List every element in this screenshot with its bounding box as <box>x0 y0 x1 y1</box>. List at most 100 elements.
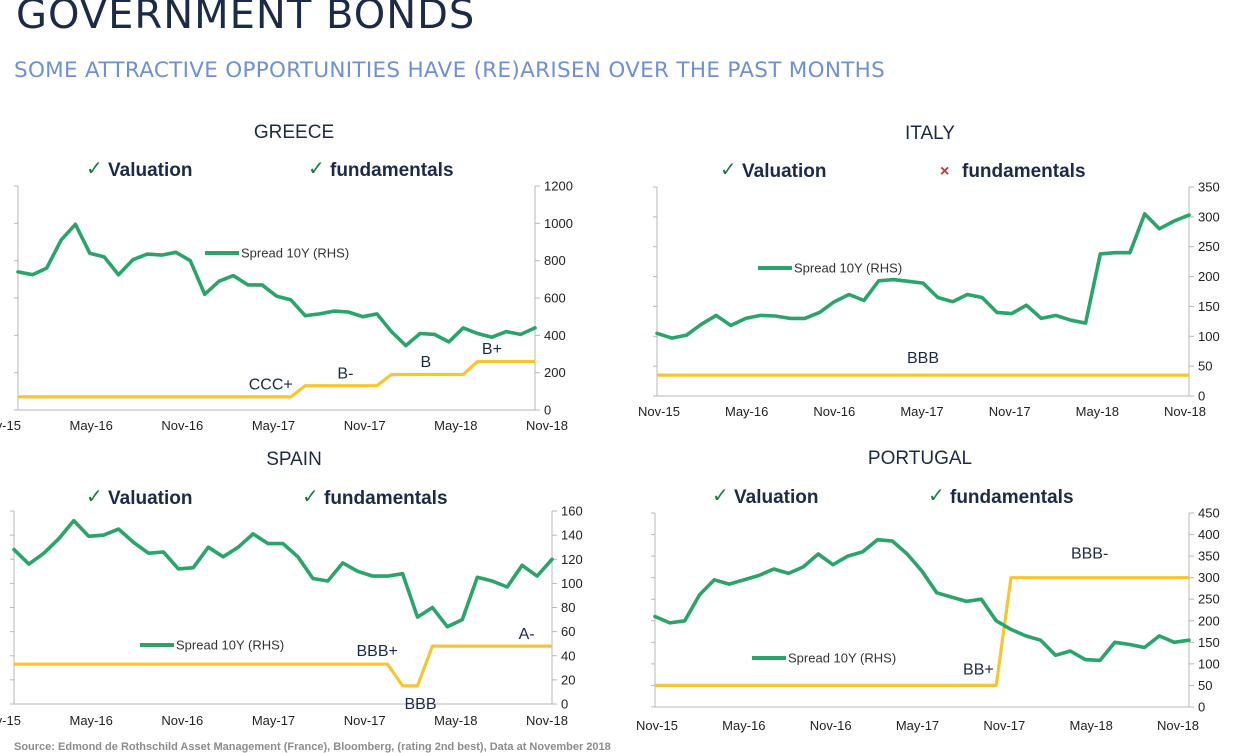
x-tick-label: May-18 <box>434 713 477 728</box>
y-tick-label: 200 <box>1198 269 1220 284</box>
rating-label: B <box>421 354 432 371</box>
y-tick-label: 20 <box>561 672 575 687</box>
fundamentals-label: fundamentals <box>324 488 448 509</box>
page-title: GOVERNMENT BONDS <box>16 0 476 38</box>
rating-label: BBB <box>907 350 939 367</box>
chart-title: SPAIN <box>266 449 322 470</box>
y-tick-label: 120 <box>561 552 583 567</box>
x-tick-label: Nov-18 <box>526 418 568 433</box>
y-tick-label: 0 <box>1198 700 1205 715</box>
x-tick-label: Nov-17 <box>344 418 386 433</box>
rating-label: BBB <box>404 696 436 713</box>
spread-line <box>653 537 1191 663</box>
y-tick-label: 300 <box>1198 209 1220 224</box>
valuation-label: Valuation <box>742 161 826 182</box>
x-tick-label: Nov-16 <box>813 404 855 419</box>
check-icon: ✓ <box>302 486 319 508</box>
rating-line <box>655 576 1189 688</box>
y-tick-label: 350 <box>1198 549 1220 564</box>
rating-label: BB+ <box>963 662 994 679</box>
y-tick-label: 60 <box>561 624 575 639</box>
check-icon: ✓ <box>308 158 325 180</box>
source-note: Source: Edmond de Rothschild Asset Manag… <box>14 741 611 753</box>
rating-line <box>14 644 552 688</box>
x-tick-label: Nov-18 <box>1164 404 1206 419</box>
y-tick-label: 1200 <box>544 179 573 194</box>
y-tick-label: 400 <box>544 328 566 343</box>
plot-frame <box>656 187 1190 397</box>
x-tick-label: Nov-17 <box>989 404 1031 419</box>
y-tick-label: 50 <box>1198 678 1212 693</box>
x-tick-label: Nov-17 <box>344 713 386 728</box>
y-tick-label: 80 <box>561 600 575 615</box>
chart-title: GREECE <box>254 122 334 143</box>
x-tick-label: Nov-18 <box>526 713 568 728</box>
y-tick-label: 200 <box>544 365 566 380</box>
x-tick-label: May-16 <box>69 418 112 433</box>
rating-label: CCC+ <box>249 376 293 393</box>
y-tick-label: 0 <box>544 403 551 418</box>
x-tick-label: Nov-15 <box>638 404 680 419</box>
fundamentals-label: fundamentals <box>330 160 454 181</box>
x-tick-label: Nov-16 <box>161 713 203 728</box>
x-tick-label: May-17 <box>896 718 939 733</box>
y-tick-label: 450 <box>1198 506 1220 521</box>
check-icon: ✓ <box>928 485 945 507</box>
rating-label: B- <box>337 365 353 382</box>
y-tick-label: 150 <box>1198 299 1220 314</box>
y-tick-label: 400 <box>1198 527 1220 542</box>
y-tick-label: 250 <box>1198 239 1220 254</box>
y-tick-label: 50 <box>1198 359 1212 374</box>
check-icon: ✓ <box>720 159 737 181</box>
rating-label: A- <box>519 626 535 643</box>
x-tick-label: Nov-16 <box>161 418 203 433</box>
x-tick-label: Nov-15 <box>0 418 21 433</box>
y-tick-label: 160 <box>561 504 583 519</box>
y-tick-label: 0 <box>561 697 568 712</box>
y-tick-label: 100 <box>561 576 583 591</box>
y-tick-label: 200 <box>1198 613 1220 628</box>
y-tick-label: 250 <box>1198 592 1220 607</box>
x-tick-label: May-16 <box>722 718 765 733</box>
spread-line <box>12 518 554 629</box>
rating-label: BBB+ <box>356 643 397 660</box>
y-tick-label: 300 <box>1198 570 1220 585</box>
x-tick-label: May-18 <box>434 418 477 433</box>
legend-label: Spread 10Y (RHS) <box>788 651 896 666</box>
spread-line <box>655 212 1191 340</box>
legend-label: Spread 10Y (RHS) <box>176 638 284 653</box>
legend-label: Spread 10Y (RHS) <box>794 261 902 276</box>
valuation-label: Valuation <box>108 488 192 509</box>
y-tick-label: 140 <box>561 528 583 543</box>
spread-line <box>16 222 537 348</box>
check-icon: ✓ <box>712 485 729 507</box>
rating-label: B+ <box>482 341 502 358</box>
x-tick-label: Nov-18 <box>1157 718 1199 733</box>
valuation-label: Valuation <box>734 487 818 508</box>
y-tick-label: 40 <box>561 648 575 663</box>
y-tick-label: 350 <box>1198 180 1220 195</box>
fundamentals-label: fundamentals <box>962 161 1086 182</box>
x-tick-label: May-18 <box>1076 404 1119 419</box>
x-tick-label: May-16 <box>725 404 768 419</box>
x-tick-label: Nov-16 <box>810 718 852 733</box>
y-tick-label: 800 <box>544 253 566 268</box>
valuation-label: Valuation <box>108 160 192 181</box>
check-icon: ✓ <box>86 158 103 180</box>
plot-frame <box>654 513 1190 708</box>
rating-label: BBB- <box>1071 545 1108 562</box>
cross-icon: × <box>940 163 949 180</box>
check-icon: ✓ <box>86 486 103 508</box>
x-tick-label: May-18 <box>1069 718 1112 733</box>
x-tick-label: Nov-15 <box>636 718 678 733</box>
y-tick-label: 100 <box>1198 329 1220 344</box>
chart-title: ITALY <box>905 123 955 144</box>
y-tick-label: 1000 <box>544 216 573 231</box>
x-tick-label: May-17 <box>252 418 295 433</box>
legend-label: Spread 10Y (RHS) <box>241 246 349 261</box>
y-tick-label: 600 <box>544 291 566 306</box>
